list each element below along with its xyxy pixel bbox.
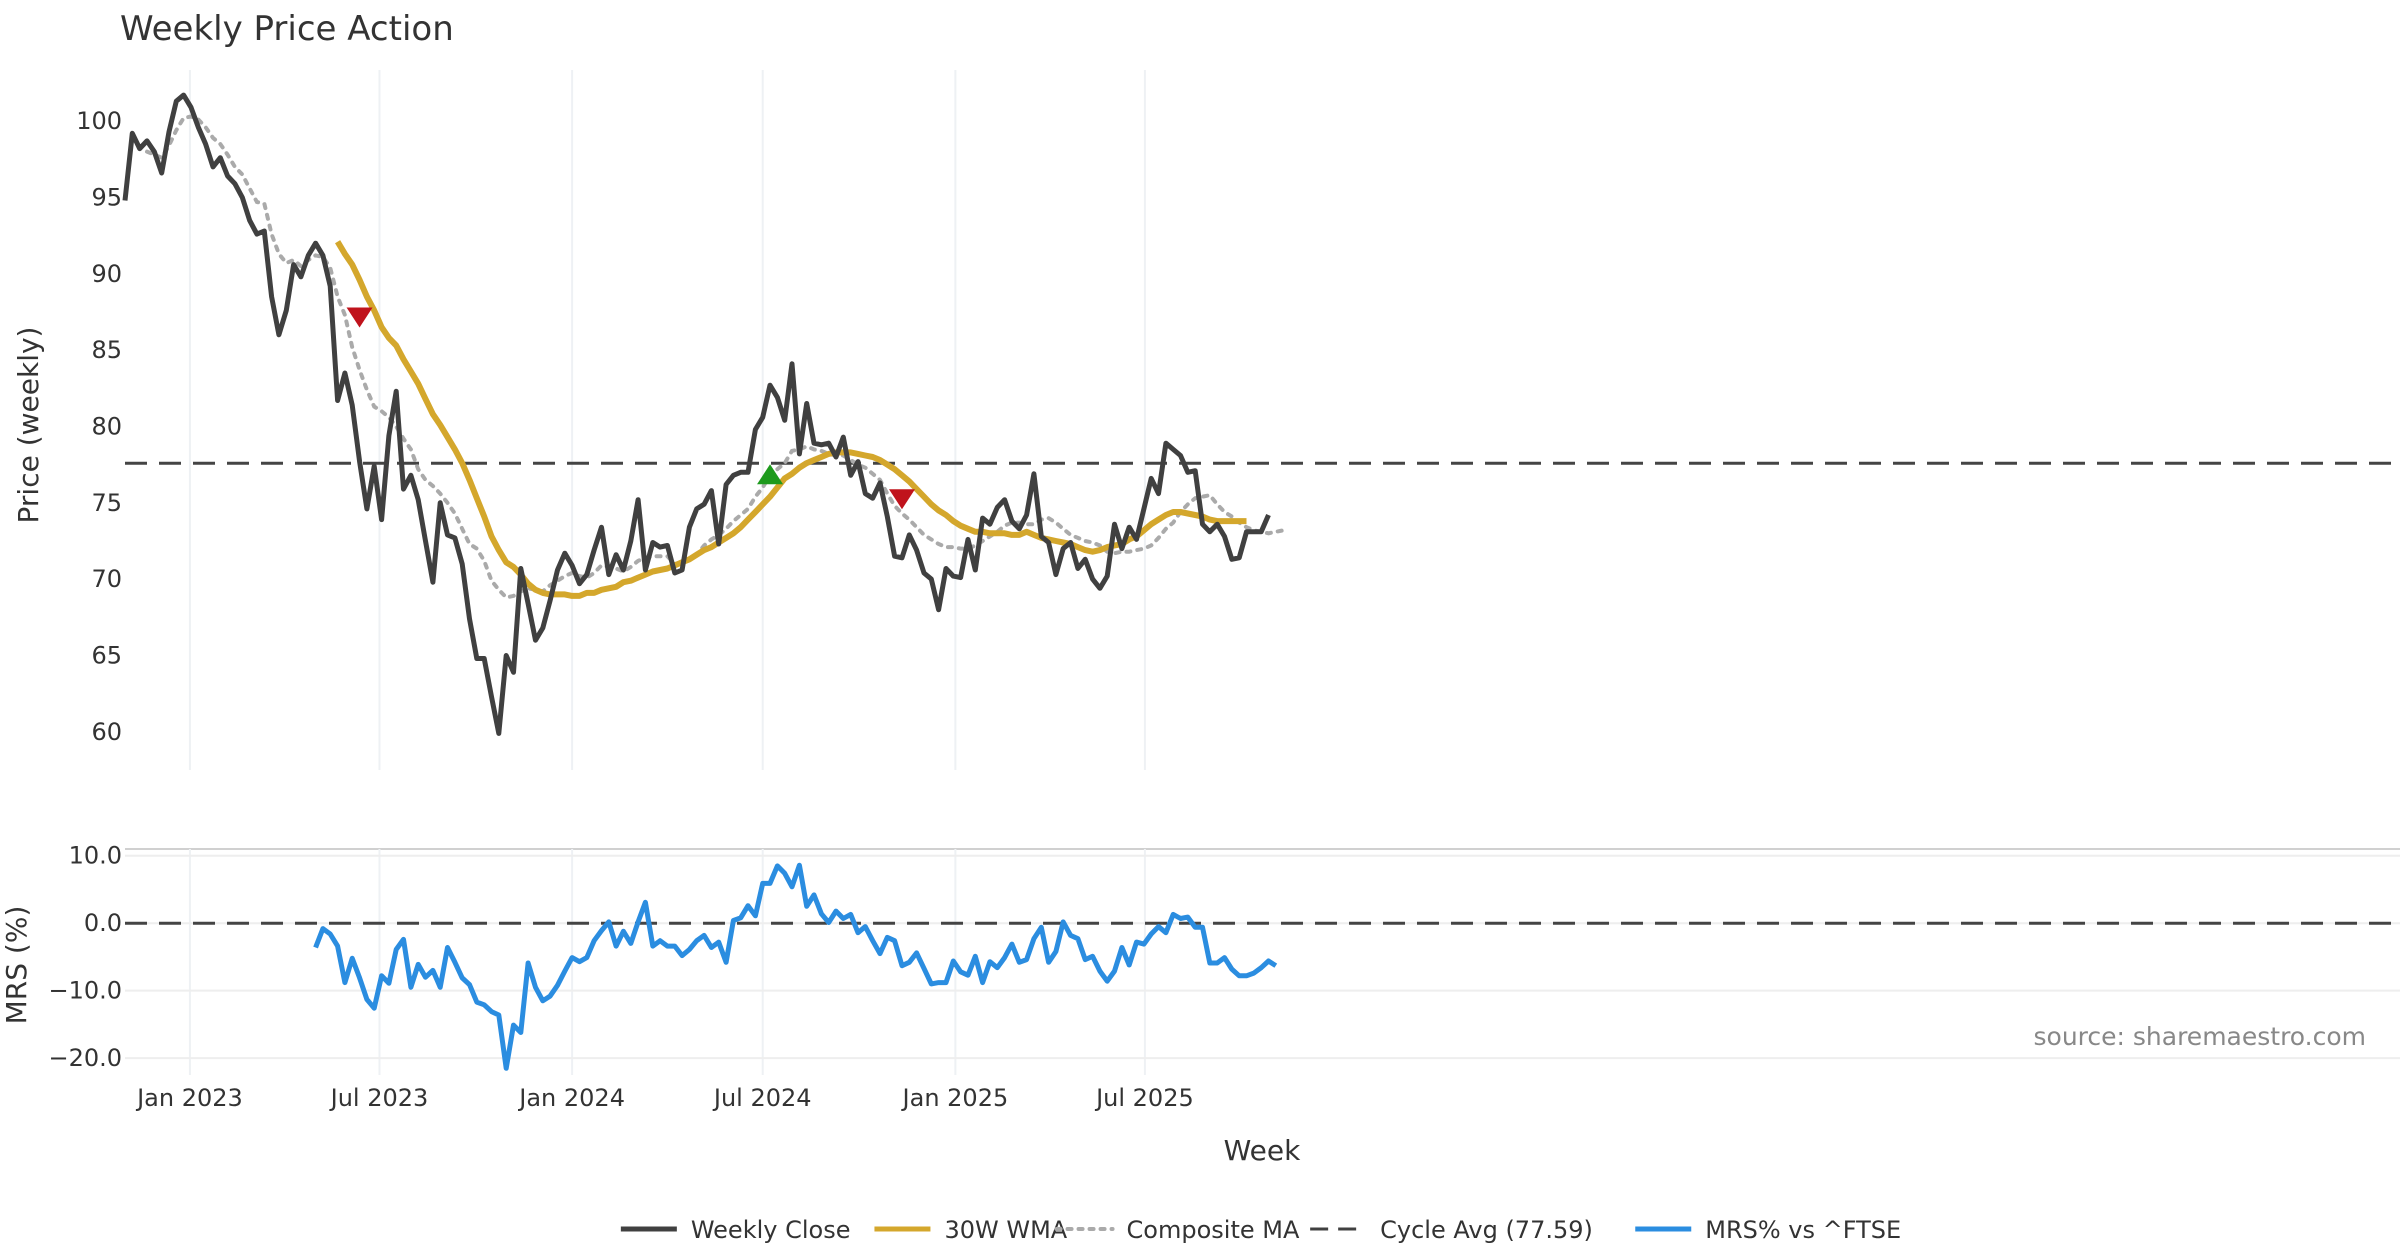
- mrs-y-ticks: 10.0 0.0 −10.0 −20.0: [48, 842, 122, 1072]
- legend-item-label: Composite MA: [1127, 1216, 1300, 1244]
- chart-title: Weekly Price Action: [120, 9, 454, 49]
- price-y-tick-label: 95: [91, 183, 122, 211]
- legend: Weekly Close 30W WMA Composite MA Cycle Avg…: [620, 1216, 1901, 1244]
- source-credit: source: sharemaestro.com: [2034, 1022, 2367, 1051]
- buy-signal-marker: [757, 464, 784, 485]
- mrs-line: [313, 862, 1278, 1071]
- x-tick-label: Jul 2025: [1094, 1084, 1194, 1112]
- mrs-y-axis-label: MRS (%): [0, 906, 33, 1025]
- x-axis-ticks: Jan 2023 Jul 2023 Jan 2024 Jul 2024 Jan 2025…: [135, 1084, 1194, 1112]
- x-tick-label: Jan 2023: [135, 1084, 243, 1112]
- sell-signal-marker: [888, 489, 915, 510]
- price-y-tick-label: 80: [91, 412, 122, 440]
- price-y-tick-label: 100: [76, 107, 122, 135]
- x-tick-label: Jul 2023: [329, 1084, 429, 1112]
- price-y-tick-label: 85: [91, 336, 122, 364]
- wma-30w-line: [335, 240, 1247, 599]
- price-y-tick-label: 60: [91, 718, 122, 746]
- signal-markers: [346, 307, 915, 510]
- mrs-y-tick-label: 10.0: [69, 842, 122, 870]
- price-y-tick-label: 75: [91, 489, 122, 517]
- x-tick-label: Jul 2024: [712, 1084, 812, 1112]
- sell-signal-marker: [346, 307, 373, 328]
- x-tick-label: Jan 2025: [901, 1084, 1009, 1112]
- price-y-tick-label: 70: [91, 565, 122, 593]
- legend-item-label: Weekly Close: [691, 1216, 851, 1244]
- composite-ma-line: [145, 114, 1286, 600]
- price-y-axis-label: Price (weekly): [12, 327, 45, 524]
- mrs-y-tick-label: −10.0: [48, 977, 122, 1005]
- legend-item-label: MRS% vs ^FTSE: [1705, 1216, 1901, 1244]
- mrs-y-tick-label: −20.0: [48, 1044, 122, 1072]
- price-panel-grid: [188, 70, 1146, 770]
- legend-item-label: Cycle Avg (77.59): [1380, 1216, 1593, 1244]
- price-y-tick-label: 90: [91, 260, 122, 288]
- price-y-ticks: 60 65 70 75 80 85 90 95 100: [76, 107, 122, 746]
- mrs-y-tick-label: 0.0: [84, 909, 122, 937]
- legend-item-label: 30W WMA: [944, 1216, 1067, 1244]
- weekly-close-line: [122, 92, 1271, 736]
- price-y-tick-label: 65: [91, 641, 122, 669]
- x-axis-label: Week: [1224, 1134, 1301, 1167]
- x-tick-label: Jan 2024: [517, 1084, 625, 1112]
